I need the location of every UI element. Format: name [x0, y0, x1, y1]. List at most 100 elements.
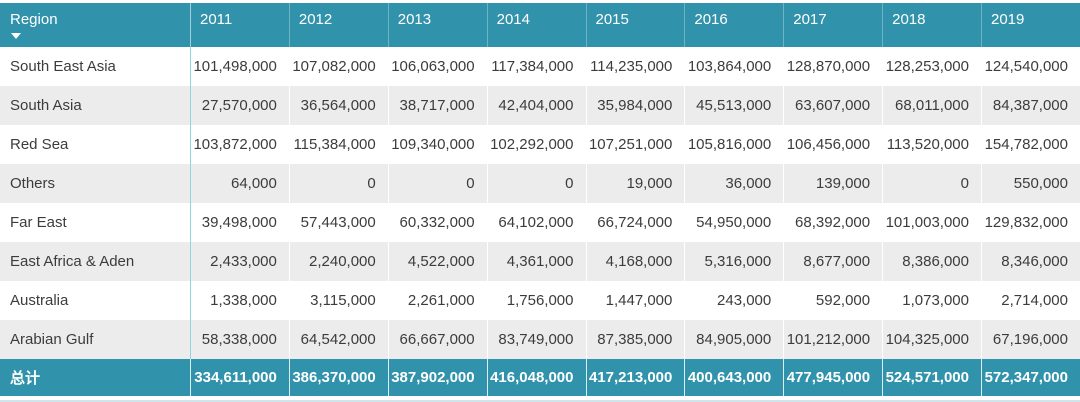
value-cell[interactable]: 38,717,000	[387, 86, 487, 125]
value-cell[interactable]: 66,724,000	[585, 203, 685, 242]
value-cell[interactable]: 243,000	[684, 281, 784, 320]
value-cell[interactable]: 36,000	[684, 164, 784, 203]
value-cell[interactable]: 39,498,000	[190, 203, 289, 242]
value-cell[interactable]: 45,513,000	[684, 86, 784, 125]
column-header-2011[interactable]: 2011	[190, 3, 289, 47]
region-cell[interactable]: Red Sea	[0, 125, 190, 164]
value-cell[interactable]: 105,816,000	[684, 125, 784, 164]
column-header-2013[interactable]: 2013	[387, 3, 487, 47]
value-cell[interactable]: 115,384,000	[288, 125, 388, 164]
value-cell[interactable]: 102,292,000	[486, 125, 586, 164]
value-cell[interactable]: 2,261,000	[387, 281, 487, 320]
value-cell[interactable]: 4,522,000	[387, 242, 487, 281]
value-cell[interactable]: 63,607,000	[783, 86, 883, 125]
value-cell[interactable]: 154,782,000	[981, 125, 1080, 164]
value-cell[interactable]: 101,498,000	[190, 47, 289, 86]
value-cell[interactable]: 129,832,000	[981, 203, 1080, 242]
total-label: 总计	[0, 359, 190, 396]
value-cell[interactable]: 42,404,000	[486, 86, 586, 125]
value-cell[interactable]: 67,196,000	[981, 320, 1080, 359]
value-cell[interactable]: 550,000	[981, 164, 1080, 203]
value-cell[interactable]: 124,540,000	[981, 47, 1080, 86]
value-cell[interactable]: 4,168,000	[585, 242, 685, 281]
column-header-2014[interactable]: 2014	[486, 3, 586, 47]
total-row: 总计 334,611,000 386,370,000 387,902,000 416,0…	[0, 359, 1080, 396]
value-cell[interactable]: 68,392,000	[783, 203, 883, 242]
table-body: South East Asia 101,498,000 107,082,000 106…	[0, 47, 1080, 359]
value-cell[interactable]: 60,332,000	[387, 203, 487, 242]
value-cell[interactable]: 0	[882, 164, 981, 203]
value-cell[interactable]: 107,082,000	[288, 47, 388, 86]
column-header-2015[interactable]: 2015	[585, 3, 685, 47]
value-cell[interactable]: 107,251,000	[585, 125, 685, 164]
value-cell[interactable]: 106,063,000	[387, 47, 487, 86]
table-row-australia: Australia 1,338,000 3,115,000 2,261,000 1,75…	[0, 281, 1080, 320]
value-cell[interactable]: 58,338,000	[190, 320, 289, 359]
region-cell[interactable]: Arabian Gulf	[0, 320, 190, 359]
value-cell[interactable]: 1,447,000	[585, 281, 685, 320]
value-cell[interactable]: 36,564,000	[288, 86, 388, 125]
value-cell[interactable]: 117,384,000	[486, 47, 586, 86]
value-cell[interactable]: 64,542,000	[288, 320, 388, 359]
region-cell[interactable]: Far East	[0, 203, 190, 242]
value-cell[interactable]: 66,667,000	[387, 320, 487, 359]
value-cell[interactable]: 1,756,000	[486, 281, 586, 320]
value-cell[interactable]: 0	[486, 164, 586, 203]
column-header-region[interactable]: Region	[0, 3, 190, 47]
value-cell[interactable]: 103,872,000	[190, 125, 289, 164]
value-cell[interactable]: 109,340,000	[387, 125, 487, 164]
region-cell[interactable]: South Asia	[0, 86, 190, 125]
value-cell[interactable]: 87,385,000	[585, 320, 685, 359]
value-cell[interactable]: 8,346,000	[981, 242, 1080, 281]
value-cell[interactable]: 1,073,000	[882, 281, 981, 320]
value-cell[interactable]: 8,677,000	[783, 242, 883, 281]
value-cell[interactable]: 106,456,000	[783, 125, 883, 164]
value-cell[interactable]: 83,749,000	[486, 320, 586, 359]
value-cell[interactable]: 3,115,000	[288, 281, 388, 320]
value-cell[interactable]: 0	[288, 164, 388, 203]
table-row-arabian-gulf: Arabian Gulf 58,338,000 64,542,000 66,667,0…	[0, 320, 1080, 359]
value-cell[interactable]: 27,570,000	[190, 86, 289, 125]
value-cell[interactable]: 101,003,000	[882, 203, 981, 242]
column-header-2019[interactable]: 2019	[981, 3, 1080, 47]
value-cell[interactable]: 113,520,000	[882, 125, 981, 164]
value-cell[interactable]: 19,000	[585, 164, 685, 203]
value-cell[interactable]: 54,950,000	[684, 203, 784, 242]
value-cell[interactable]: 5,316,000	[684, 242, 784, 281]
value-cell[interactable]: 101,212,000	[783, 320, 883, 359]
column-header-2016[interactable]: 2016	[684, 3, 784, 47]
header-row: Region 2011 2012 2013 2014 2015 2016 2017 2018 20…	[0, 3, 1080, 47]
value-cell[interactable]: 139,000	[783, 164, 883, 203]
sort-descending-icon	[11, 33, 21, 39]
value-cell[interactable]: 1,338,000	[190, 281, 289, 320]
value-cell[interactable]: 2,714,000	[981, 281, 1080, 320]
value-cell[interactable]: 8,386,000	[882, 242, 981, 281]
value-cell[interactable]: 103,864,000	[684, 47, 784, 86]
value-cell[interactable]: 84,905,000	[684, 320, 784, 359]
value-cell[interactable]: 2,433,000	[190, 242, 289, 281]
value-cell[interactable]: 64,102,000	[486, 203, 586, 242]
value-cell[interactable]: 128,870,000	[783, 47, 883, 86]
value-cell[interactable]: 84,387,000	[981, 86, 1080, 125]
value-cell[interactable]: 68,011,000	[882, 86, 981, 125]
value-cell[interactable]: 2,240,000	[288, 242, 388, 281]
total-value-cell: 416,048,000	[486, 359, 586, 396]
column-header-2012[interactable]: 2012	[288, 3, 388, 47]
total-value-cell: 386,370,000	[288, 359, 388, 396]
column-header-2018[interactable]: 2018	[882, 3, 981, 47]
value-cell[interactable]: 0	[387, 164, 487, 203]
value-cell[interactable]: 4,361,000	[486, 242, 586, 281]
value-cell[interactable]: 57,443,000	[288, 203, 388, 242]
value-cell[interactable]: 592,000	[783, 281, 883, 320]
region-cell[interactable]: East Africa & Aden	[0, 242, 190, 281]
value-cell[interactable]: 35,984,000	[585, 86, 685, 125]
value-cell[interactable]: 104,325,000	[882, 320, 981, 359]
column-header-2017[interactable]: 2017	[783, 3, 883, 47]
region-cell[interactable]: Australia	[0, 281, 190, 320]
value-cell[interactable]: 128,253,000	[882, 47, 981, 86]
value-cell[interactable]: 114,235,000	[585, 47, 685, 86]
region-cell[interactable]: Others	[0, 164, 190, 203]
region-cell[interactable]: South East Asia	[0, 47, 190, 86]
value-cell[interactable]: 64,000	[190, 164, 289, 203]
